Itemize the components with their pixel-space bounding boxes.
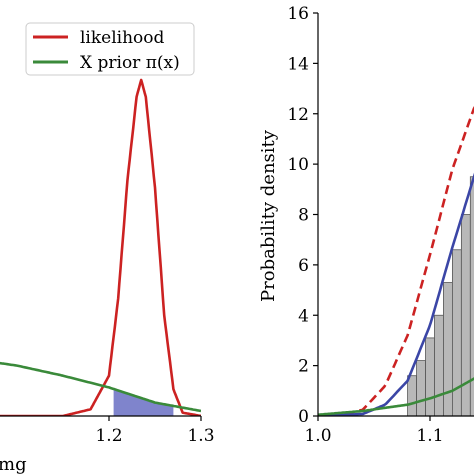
right-y-tick-label: 0 [298,407,309,427]
right-y-tick-label: 10 [287,155,309,175]
right-x-tick-label: 1.1 [416,426,443,446]
prior-curve [0,361,201,413]
blue-fit-curve [318,172,474,416]
right-plot-area [318,105,474,416]
right-y-tick-label: 6 [298,256,309,276]
histogram-bar [443,282,453,416]
overlap-shaded-area [113,389,174,416]
left-panel: 1.2 1.3 mg likelihood X prior π(x) [0,22,215,474]
legend-likelihood-label: likelihood [80,28,165,48]
histogram-bar [425,337,435,416]
right-y-tick-label: 8 [298,206,309,226]
right-y-tick-label: 14 [287,54,309,74]
right-y-tick-label: 4 [298,306,309,326]
left-x-tick-label: 1.2 [95,426,122,446]
right-y-tick-label: 16 [287,4,309,24]
left-plot-area [0,78,201,416]
right-x-tick-label: 1.0 [304,426,331,446]
right-panel: 0 2 4 6 8 10 12 14 16 1.0 1.1 Probability density [258,4,474,446]
legend: likelihood X prior π(x) [25,22,195,76]
histogram-bar [416,360,426,416]
histogram-bar [434,314,444,416]
green-prior-curve [318,377,474,416]
right-y-axis-label: Probability density [258,129,279,302]
legend-prior-label: X prior π(x) [80,53,180,73]
left-x-axis-label: mg [0,454,27,474]
right-x-ticks: 1.0 1.1 [304,416,444,446]
right-y-ticks: 0 2 4 6 8 10 12 14 16 [287,4,318,427]
histogram-bar [407,375,417,416]
left-x-tick-label: 1.3 [187,426,214,446]
likelihood-curve [0,78,201,416]
right-y-tick-label: 2 [298,357,309,377]
histogram-bar [469,176,474,416]
left-x-ticks: 1.2 1.3 [95,416,215,446]
right-y-tick-label: 12 [287,105,309,125]
